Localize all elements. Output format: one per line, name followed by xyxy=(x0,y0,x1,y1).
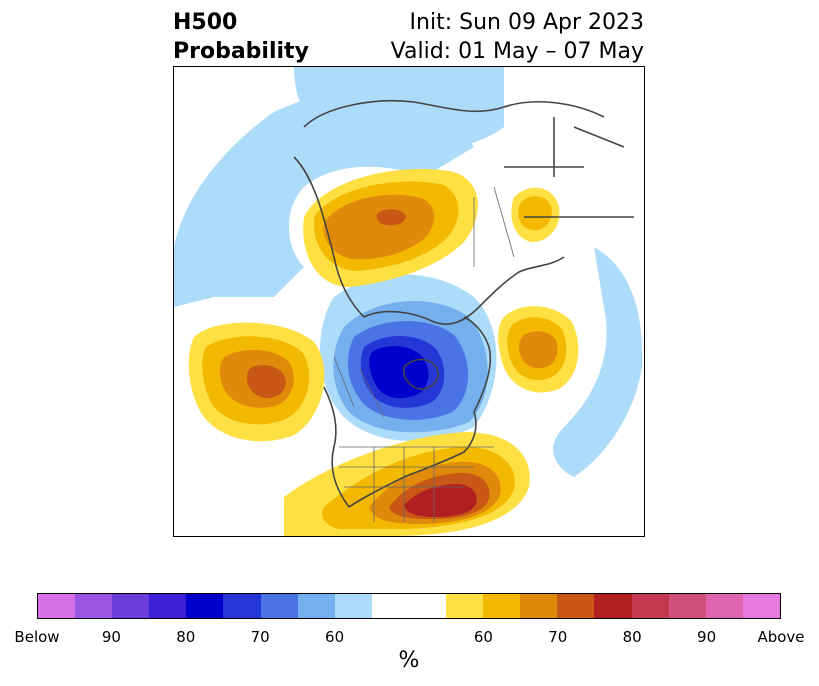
colorbar-segment xyxy=(75,594,113,618)
coastlines xyxy=(293,99,634,508)
colorbar-segment xyxy=(38,594,76,618)
light-blue-atlantic xyxy=(553,247,643,477)
colorbar-segment xyxy=(705,594,743,618)
colorbar-segment xyxy=(223,594,261,618)
colorbar-unit-label: % xyxy=(398,648,420,673)
colorbar-segment xyxy=(483,594,521,618)
colorbar-tick-label: 60 xyxy=(325,628,345,646)
warm-atlantic-core xyxy=(519,331,558,369)
light-blue-arctic xyxy=(294,67,504,157)
colorbar-tick-label: Above xyxy=(757,628,805,646)
warm-pacific-core xyxy=(246,365,286,399)
init-date: Init: Sun 09 Apr 2023 xyxy=(409,10,644,35)
date-block: Init: Sun 09 Apr 2023 Valid: 01 May – 07… xyxy=(391,8,644,66)
colorbar-segment xyxy=(371,594,409,618)
valid-range: Valid: 01 May – 07 May xyxy=(390,39,644,64)
probability-map xyxy=(173,66,645,537)
colorbar-segment xyxy=(149,594,187,618)
colorbar-tick-label: 90 xyxy=(697,628,717,646)
colorbar-tick-label: 70 xyxy=(250,628,270,646)
colorbar-segment xyxy=(520,594,558,618)
colorbar-segment xyxy=(297,594,335,618)
title-line2: Probability xyxy=(173,39,309,64)
colorbar-segment xyxy=(631,594,669,618)
colorbar-tick-label: 70 xyxy=(548,628,568,646)
colorbar-segment xyxy=(594,594,632,618)
colorbar-tick-label: 90 xyxy=(101,628,121,646)
colorbar-segment xyxy=(446,594,484,618)
colorbar-segment xyxy=(334,594,372,618)
probability-colorbar xyxy=(37,593,781,619)
colorbar-segment xyxy=(557,594,595,618)
warm-us-core xyxy=(404,484,477,517)
political-borders xyxy=(333,186,515,522)
colorbar-segment xyxy=(408,594,447,618)
colorbar-tick-label: Below xyxy=(14,628,60,646)
colorbar-segment xyxy=(112,594,150,618)
colorbar-tick-label: 60 xyxy=(473,628,493,646)
colorbar-segment xyxy=(260,594,298,618)
colorbar-segment xyxy=(742,594,780,618)
title-line1: H500 xyxy=(173,10,238,35)
colorbar-tick-label: 80 xyxy=(622,628,642,646)
warm-scandinavia-inner xyxy=(518,196,552,231)
colorbar-tick-label: 80 xyxy=(176,628,196,646)
blue-anomaly-core xyxy=(369,346,429,399)
colorbar-segment xyxy=(186,594,224,618)
warm-siberia-inner xyxy=(323,194,435,260)
warm-siberia-core xyxy=(376,209,406,226)
colorbar-segment xyxy=(668,594,706,618)
title-block: H500 Probability xyxy=(173,8,309,66)
